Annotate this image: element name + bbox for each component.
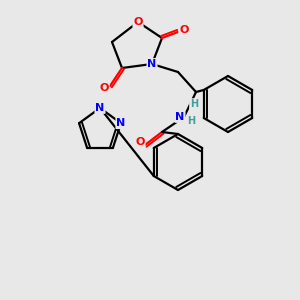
Text: O: O — [179, 25, 189, 35]
Text: O: O — [133, 17, 143, 27]
Text: O: O — [99, 83, 109, 93]
Text: H: H — [187, 116, 195, 126]
Text: N: N — [116, 118, 125, 128]
Text: H: H — [190, 99, 198, 109]
Text: O: O — [135, 137, 145, 147]
Text: N: N — [176, 112, 184, 122]
Text: N: N — [147, 59, 157, 69]
Text: N: N — [95, 103, 105, 113]
